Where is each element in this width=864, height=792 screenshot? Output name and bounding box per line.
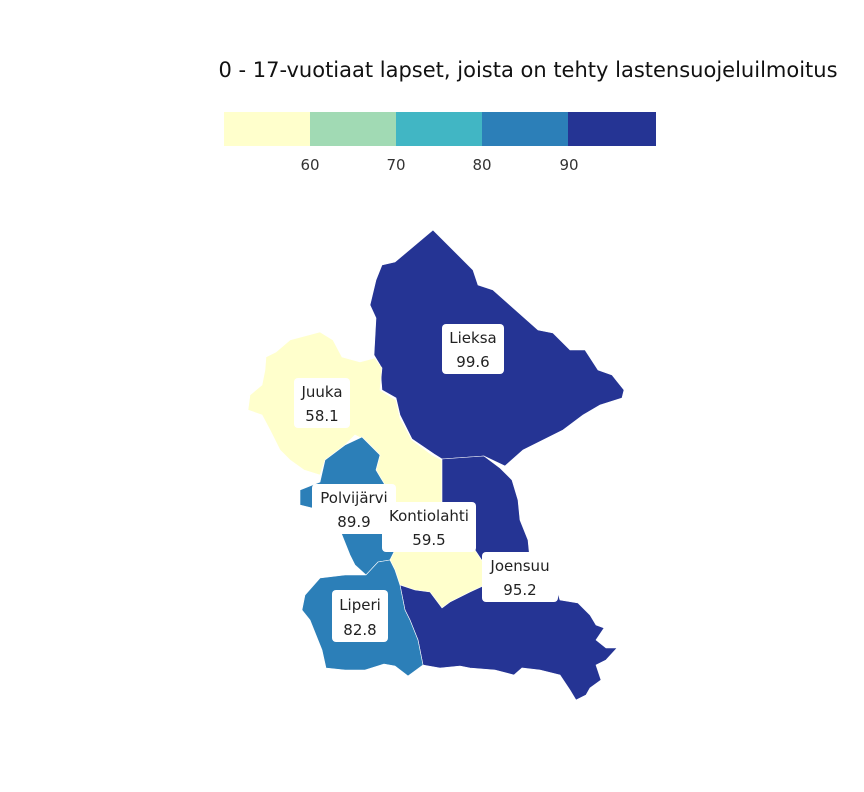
region-name: Juuka xyxy=(300,383,342,401)
map-title: 0 - 17-vuotiaat lapset, joista on tehty … xyxy=(218,58,837,82)
region-value: 82.8 xyxy=(343,621,376,639)
legend-bin-1 xyxy=(224,112,311,146)
region-value: 99.6 xyxy=(456,353,489,371)
region-value: 59.5 xyxy=(412,531,445,549)
legend-bin-2 xyxy=(310,112,397,146)
label-polvijarvi: Polvijärvi 89.9 xyxy=(312,484,396,534)
legend-tick-80: 80 xyxy=(472,156,491,174)
label-lieksa: Lieksa 99.6 xyxy=(442,324,504,374)
legend-bin-5 xyxy=(568,112,656,146)
region-value: 95.2 xyxy=(503,581,536,599)
region-value: 89.9 xyxy=(337,513,370,531)
region-name: Kontiolahti xyxy=(389,507,469,525)
label-kontiolahti: Kontiolahti 59.5 xyxy=(382,502,476,552)
label-box xyxy=(294,378,350,428)
label-box xyxy=(382,502,476,552)
region-name: Lieksa xyxy=(449,329,496,347)
label-juuka: Juuka 58.1 xyxy=(294,378,350,428)
region-name: Polvijärvi xyxy=(320,489,387,507)
legend-tick-60: 60 xyxy=(300,156,319,174)
label-joensuu: Joensuu 95.2 xyxy=(482,552,558,602)
legend-tick-90: 90 xyxy=(559,156,578,174)
label-box xyxy=(332,590,388,642)
region-name: Joensuu xyxy=(489,557,549,575)
legend-tick-70: 70 xyxy=(386,156,405,174)
label-box xyxy=(482,552,558,602)
region-labels: Lieksa 99.6 Juuka 58.1 Polvijärvi 89.9 K… xyxy=(294,324,558,642)
label-box xyxy=(442,324,504,374)
regions xyxy=(247,229,625,701)
region-name: Liperi xyxy=(339,596,381,614)
label-box xyxy=(312,484,396,534)
legend-bin-3 xyxy=(396,112,483,146)
color-legend: 60 70 80 90 xyxy=(224,112,656,174)
label-liperi: Liperi 82.8 xyxy=(332,590,388,642)
legend-bin-4 xyxy=(482,112,569,146)
region-value: 58.1 xyxy=(305,407,338,425)
